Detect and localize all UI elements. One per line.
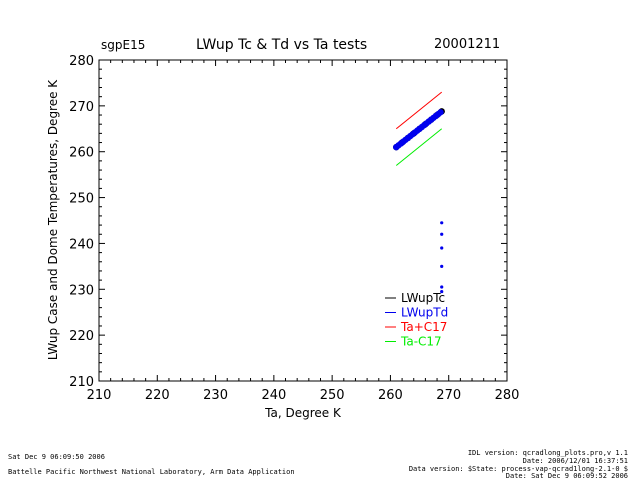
data-point-lwuptd [440,221,444,225]
y-tick-labels: 210 220 230 240 250 260 270 280 [69,54,94,390]
x-tick-label: 260 [378,388,403,403]
x-tick-label: 250 [320,388,345,403]
footer-data-date: Date: Sat Dec 9 06:09:52 2006 [505,472,628,480]
y-tick-label: 240 [69,237,94,252]
data-point-lwuptd [440,289,444,294]
y-tick-label: 270 [69,100,94,115]
footer-run-time: Sat Dec 9 06:09:50 2006 [8,453,105,461]
x-tick-label: 280 [495,388,520,403]
y-tick-label: 230 [69,283,94,298]
data-point-lwuptd [437,109,444,116]
y-tick-label: 220 [69,329,94,344]
y-tick-label: 260 [69,146,94,161]
site-label: sgpE15 [101,38,146,52]
series-line-ta-c17 [395,128,443,166]
axis-ticks [98,59,508,382]
x-tick-label: 240 [261,388,286,403]
x-tick-label: 220 [145,388,170,403]
legend-label-ta-c17: Ta-C17 [400,335,442,349]
chart-title: LWup Tc & Td vs Ta tests [196,37,368,53]
data-point-lwuptd [440,232,444,236]
y-tick-label: 280 [69,54,94,69]
x-axis-label: Ta, Degree K [264,406,342,420]
footer-institution: Battelle Pacific Northwest National Labo… [8,468,295,476]
date-label: 20001211 [434,37,501,52]
x-tick-label: 230 [203,388,228,403]
x-tick-label: 210 [87,388,112,403]
footer-file-date: Date: 2006/12/01 16:37:51 [522,457,628,465]
series-line-ta-c17 [395,91,443,130]
series-layer [393,91,445,294]
x-tick-labels: 210 220 230 240 250 260 270 280 [87,388,520,403]
data-point-lwuptd [440,246,444,250]
x-tick-label: 270 [436,388,461,403]
data-point-lwuptd [440,264,444,268]
footer-data-version: Data version: $State: process-vap-qcrad1… [408,465,628,473]
footer-idl-version: IDL version: qcradlong_plots.pro,v 1.1 [467,449,628,457]
y-tick-label: 210 [69,375,94,390]
legend-label-ta-c17: Ta+C17 [400,320,447,334]
y-axis-label: LWup Case and Dome Temperatures, Degree … [46,79,60,360]
plot-frame [98,59,508,382]
legend-label-lwuptd: LWupTd [401,306,448,320]
data-point-lwuptd [440,285,444,289]
y-tick-label: 250 [69,192,94,207]
legend-label-lwuptc: LWupTc [401,291,445,305]
